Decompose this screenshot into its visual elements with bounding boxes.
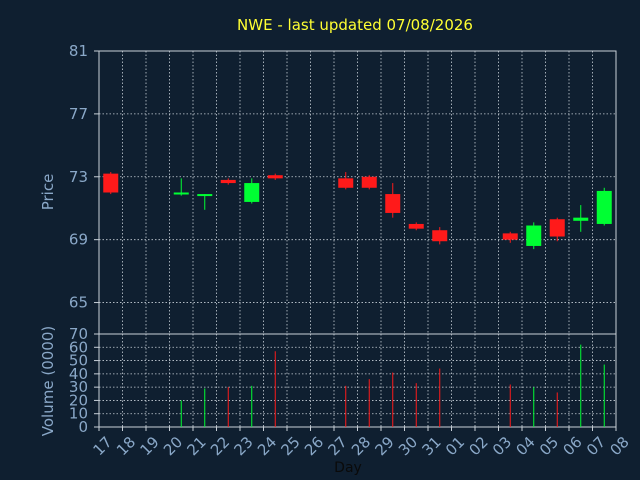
candle-body [103, 173, 119, 193]
price-tick-label: 69 [69, 231, 88, 249]
day-tick-label: 18 [113, 433, 139, 459]
day-tick-label: 05 [536, 433, 562, 459]
day-tick-label: 06 [560, 433, 586, 459]
candle-body [432, 230, 448, 242]
volume-tick-label: 40 [69, 365, 88, 383]
candle-body [573, 217, 589, 221]
volume-axis-label: Volume (0000) [39, 326, 57, 436]
volume-tick-label: 0 [78, 418, 88, 436]
candle [502, 231, 518, 243]
candle-body [549, 219, 565, 237]
day-tick-label: 03 [489, 433, 515, 459]
candle [549, 217, 565, 242]
candle [385, 183, 401, 218]
candle-body [220, 179, 236, 184]
volume-tick-label: 30 [69, 378, 88, 396]
volume-tick-label: 50 [69, 352, 88, 370]
candle-body [173, 192, 189, 195]
candle-body [385, 194, 401, 213]
day-tick-label: 19 [137, 433, 163, 459]
day-tick-label: 01 [442, 433, 468, 459]
price-panel: 65 69 73 77 81 [69, 42, 617, 335]
price-tick-label: 81 [69, 42, 88, 60]
candle [573, 205, 589, 232]
candle [432, 227, 448, 245]
price-tick-label: 77 [69, 105, 88, 123]
day-tick-label: 17 [90, 433, 116, 459]
day-tick-label: 22 [207, 433, 233, 459]
candle [338, 172, 354, 190]
candle-body [526, 225, 542, 246]
candle-body [244, 183, 260, 202]
day-tick-label: 28 [348, 433, 374, 459]
day-tick-label: 25 [278, 433, 304, 459]
day-tick-label: 30 [395, 433, 421, 459]
candle-body [502, 233, 518, 240]
candle [103, 172, 119, 195]
candle-body [338, 178, 354, 188]
volume-tick-label: 60 [69, 338, 88, 356]
candle [173, 178, 189, 196]
price-tick-label: 65 [69, 294, 88, 312]
day-tick-label: 29 [372, 433, 398, 459]
day-tick-label: 04 [513, 433, 539, 459]
day-tick-label: 20 [160, 433, 186, 459]
candle-body [596, 190, 612, 224]
candle [408, 222, 424, 231]
day-tick-label: 26 [301, 433, 327, 459]
volume-tick-label: 70 [69, 325, 88, 343]
candle [197, 194, 213, 210]
chart-title: NWE - last updated 07/08/2026 [237, 16, 473, 34]
volume-tick-label: 10 [69, 405, 88, 423]
day-tick-label: 08 [607, 433, 633, 459]
day-tick-label: 31 [419, 433, 445, 459]
candle-body [361, 176, 377, 188]
price-tick-label: 73 [69, 168, 88, 186]
day-tick-label: 24 [254, 433, 280, 459]
x-axis-label: Day [334, 460, 362, 476]
candle [596, 187, 612, 226]
day-tick-label: 02 [466, 433, 492, 459]
volume-tick-label: 20 [69, 391, 88, 409]
day-tick-label: 23 [231, 433, 257, 459]
candle [244, 178, 260, 204]
candle [361, 175, 377, 190]
day-tick-label: 27 [325, 433, 351, 459]
candle-body [197, 194, 213, 197]
price-axis-label: Price [39, 174, 57, 211]
volume-panel: 0102030405060701718192021222324252627282… [69, 325, 633, 459]
candle [220, 178, 236, 185]
candle-body [408, 223, 424, 229]
day-tick-label: 21 [184, 433, 210, 459]
candle-body [267, 175, 283, 179]
candle [526, 222, 542, 250]
candle [267, 173, 283, 180]
day-tick-label: 07 [583, 433, 609, 459]
